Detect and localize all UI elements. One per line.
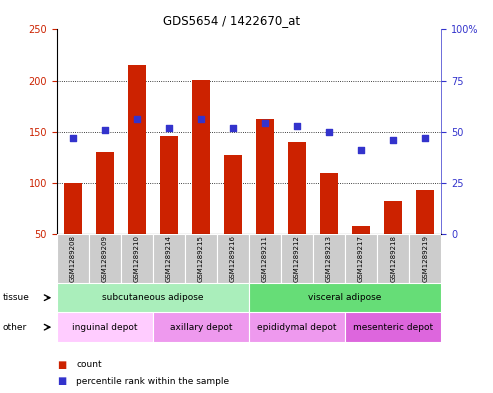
Point <box>133 116 141 123</box>
Text: GSM1289217: GSM1289217 <box>358 235 364 282</box>
Point <box>357 147 365 153</box>
Bar <box>256 119 274 234</box>
Bar <box>192 79 210 234</box>
Text: mesenteric depot: mesenteric depot <box>353 323 433 332</box>
Text: count: count <box>76 360 102 369</box>
Bar <box>64 183 81 234</box>
Bar <box>345 312 441 342</box>
Text: axillary depot: axillary depot <box>170 323 232 332</box>
Bar <box>57 283 249 312</box>
Text: GSM1289218: GSM1289218 <box>390 235 396 282</box>
Point <box>197 116 205 123</box>
Text: subcutaneous adipose: subcutaneous adipose <box>102 293 204 302</box>
Text: visceral adipose: visceral adipose <box>309 293 382 302</box>
Bar <box>153 312 249 342</box>
Point <box>261 120 269 127</box>
Text: GSM1289212: GSM1289212 <box>294 235 300 282</box>
Text: ■: ■ <box>57 376 66 386</box>
Text: epididymal depot: epididymal depot <box>257 323 337 332</box>
Text: other: other <box>2 323 27 332</box>
Bar <box>89 234 121 283</box>
Bar <box>345 234 377 283</box>
Bar <box>320 173 338 234</box>
Bar <box>409 234 441 283</box>
Text: GSM1289209: GSM1289209 <box>102 235 108 282</box>
Text: GSM1289210: GSM1289210 <box>134 235 140 282</box>
Text: GSM1289216: GSM1289216 <box>230 235 236 282</box>
Point <box>165 125 173 131</box>
Point <box>69 135 77 141</box>
Bar <box>96 152 113 234</box>
Bar <box>249 234 281 283</box>
Text: GSM1289219: GSM1289219 <box>422 235 428 282</box>
Text: ■: ■ <box>57 360 66 370</box>
Text: GSM1289211: GSM1289211 <box>262 235 268 282</box>
Bar <box>185 234 217 283</box>
Bar <box>160 136 177 234</box>
Bar <box>153 234 185 283</box>
Bar <box>417 190 434 234</box>
Bar <box>313 234 345 283</box>
Bar <box>352 226 370 234</box>
Point <box>421 135 429 141</box>
Bar <box>224 155 242 234</box>
Bar <box>385 201 402 234</box>
Bar <box>128 65 145 234</box>
Bar <box>281 234 313 283</box>
Text: tissue: tissue <box>2 293 30 302</box>
Point <box>325 129 333 135</box>
Bar <box>249 312 345 342</box>
Text: GSM1289215: GSM1289215 <box>198 235 204 282</box>
Bar <box>57 312 153 342</box>
Point <box>293 122 301 129</box>
Point <box>101 127 108 133</box>
Text: GSM1289214: GSM1289214 <box>166 235 172 282</box>
Text: percentile rank within the sample: percentile rank within the sample <box>76 377 230 386</box>
Bar <box>217 234 249 283</box>
Text: GDS5654 / 1422670_at: GDS5654 / 1422670_at <box>163 14 300 27</box>
Text: inguinal depot: inguinal depot <box>72 323 138 332</box>
Text: GSM1289208: GSM1289208 <box>70 235 76 282</box>
Bar <box>249 283 441 312</box>
Text: GSM1289213: GSM1289213 <box>326 235 332 282</box>
Bar <box>57 234 89 283</box>
Bar <box>121 234 153 283</box>
Point <box>229 125 237 131</box>
Bar <box>377 234 409 283</box>
Point <box>389 137 397 143</box>
Bar <box>288 142 306 234</box>
